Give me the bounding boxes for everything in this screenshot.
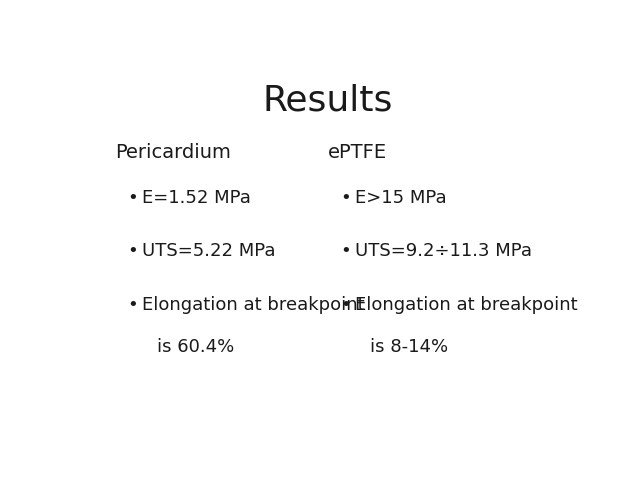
Text: •: • [127,189,138,207]
Text: E>15 MPa: E>15 MPa [355,189,447,207]
Text: E=1.52 MPa: E=1.52 MPa [142,189,251,207]
Text: is 60.4%: is 60.4% [157,338,234,357]
Text: Pericardium: Pericardium [115,143,230,162]
Text: •: • [340,189,351,207]
Text: •: • [127,242,138,261]
Text: UTS=5.22 MPa: UTS=5.22 MPa [142,242,275,261]
Text: Elongation at breakpoint: Elongation at breakpoint [355,296,578,314]
Text: ePTFE: ePTFE [328,143,387,162]
Text: •: • [340,296,351,314]
Text: Results: Results [263,84,393,118]
Text: •: • [340,242,351,261]
Text: Elongation at breakpoint: Elongation at breakpoint [142,296,365,314]
Text: is 8-14%: is 8-14% [370,338,448,357]
Text: UTS=9.2÷11.3 MPa: UTS=9.2÷11.3 MPa [355,242,532,261]
Text: •: • [127,296,138,314]
